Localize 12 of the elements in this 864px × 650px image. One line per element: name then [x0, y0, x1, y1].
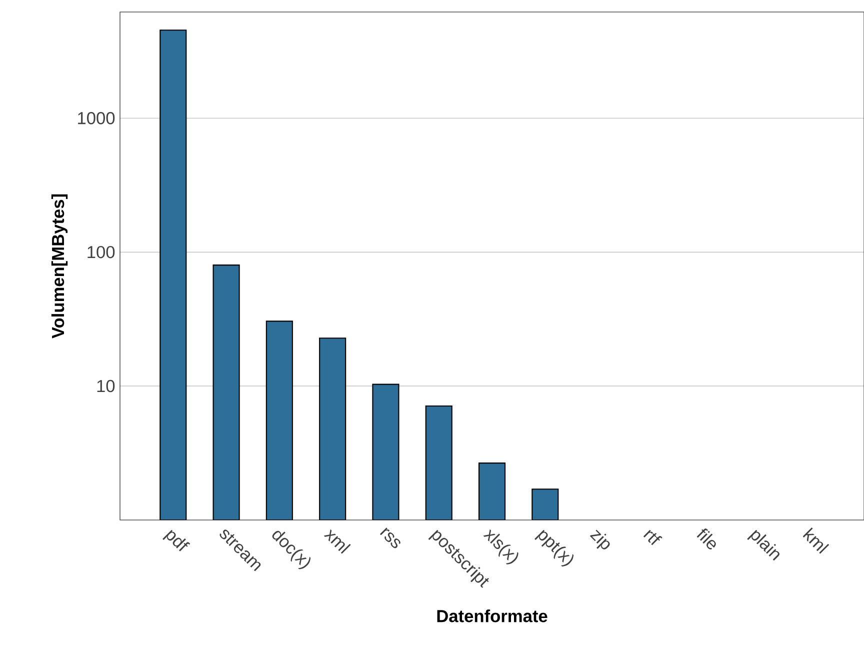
x-axis-title: Datenformate — [437, 610, 548, 622]
y-axis-title: Volumen[MBytes] — [51, 194, 68, 338]
x-tick-label: pdf — [162, 530, 190, 552]
x-tick-label: zip — [590, 530, 610, 550]
x-tick-label: rss — [380, 528, 400, 548]
x-tick-label: kml — [802, 527, 830, 554]
x-tick-label: xml — [324, 529, 351, 554]
y-tick-label: 100 — [88, 246, 115, 258]
y-tick-label: 1000 — [78, 112, 115, 124]
y-tick-label: 10 — [97, 380, 115, 392]
x-tick-label: rtf — [643, 530, 662, 546]
x-tick-label: file — [696, 528, 716, 550]
